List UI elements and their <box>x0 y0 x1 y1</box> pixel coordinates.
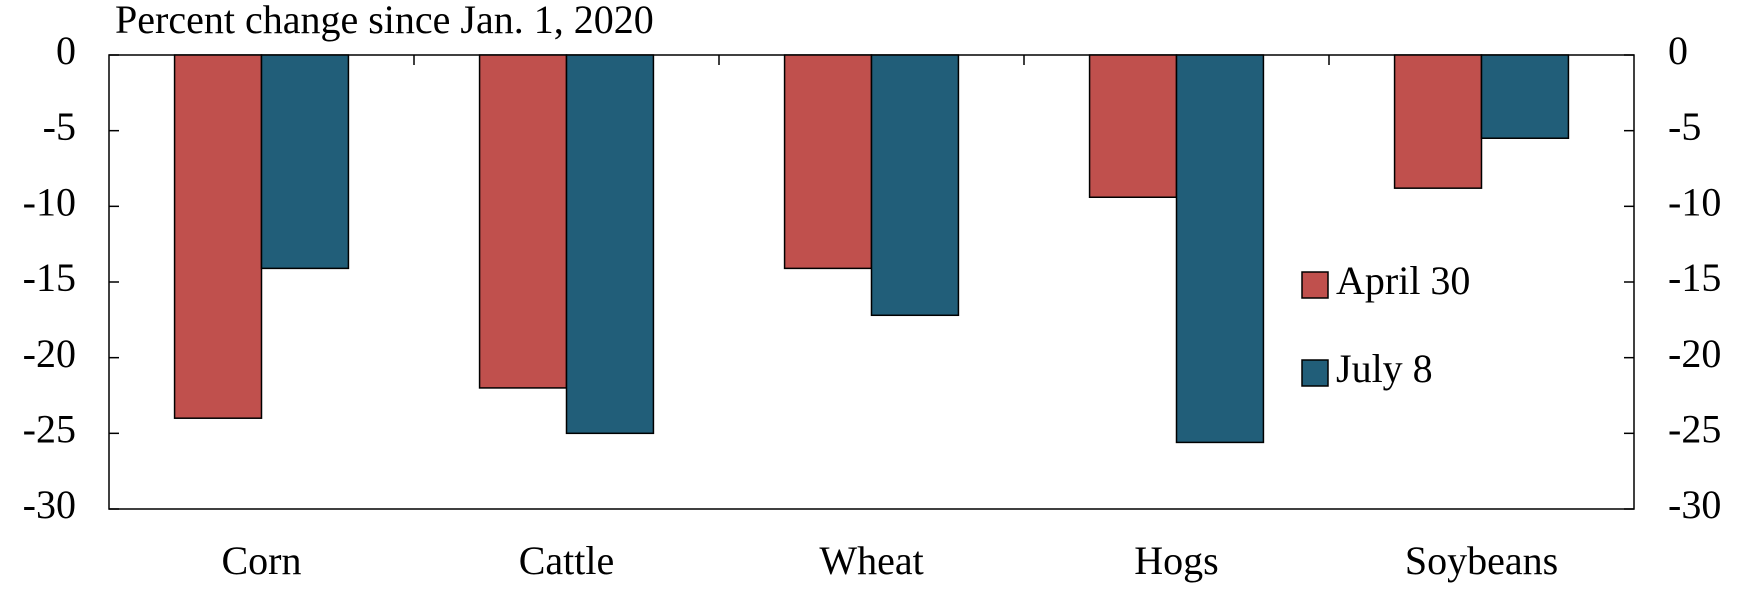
y-tick-label: -10 <box>23 180 76 225</box>
y2-tick-label: -25 <box>1668 407 1721 452</box>
bar <box>870 54 960 317</box>
x-tick-label: Corn <box>222 538 302 583</box>
bar <box>478 54 568 389</box>
y-tick-label: 0 <box>56 28 76 73</box>
bar <box>1480 54 1570 139</box>
bar <box>173 54 263 419</box>
y2-tick-label: -5 <box>1668 104 1701 149</box>
chart-title: Percent change since Jan. 1, 2020 <box>115 0 654 42</box>
legend-label: July 8 <box>1336 346 1433 391</box>
y2-tick-label: -15 <box>1668 255 1721 300</box>
y-tick-label: -30 <box>23 482 76 527</box>
y-tick-label: -5 <box>43 104 76 149</box>
x-tick-label: Wheat <box>819 538 923 583</box>
x-tick-label: Cattle <box>519 538 615 583</box>
bar <box>1175 54 1265 444</box>
bar <box>1393 54 1483 189</box>
bar <box>783 54 873 270</box>
y-tick-label: -25 <box>23 407 76 452</box>
x-tick-label: Soybeans <box>1405 538 1558 583</box>
bar <box>260 54 350 270</box>
legend-swatch <box>1301 359 1329 387</box>
category-dividers <box>413 55 1330 65</box>
bar <box>1088 54 1178 199</box>
y2-tick-label: -10 <box>1668 180 1721 225</box>
y-tick-label: -15 <box>23 255 76 300</box>
y-tick-label: -20 <box>23 331 76 376</box>
y2-tick-label: -20 <box>1668 331 1721 376</box>
legend-label: April 30 <box>1336 258 1470 303</box>
bar <box>565 54 655 435</box>
x-tick-label: Hogs <box>1134 538 1218 583</box>
y2-tick-label: 0 <box>1668 28 1688 73</box>
legend-swatch <box>1301 271 1329 299</box>
y2-tick-label: -30 <box>1668 482 1721 527</box>
